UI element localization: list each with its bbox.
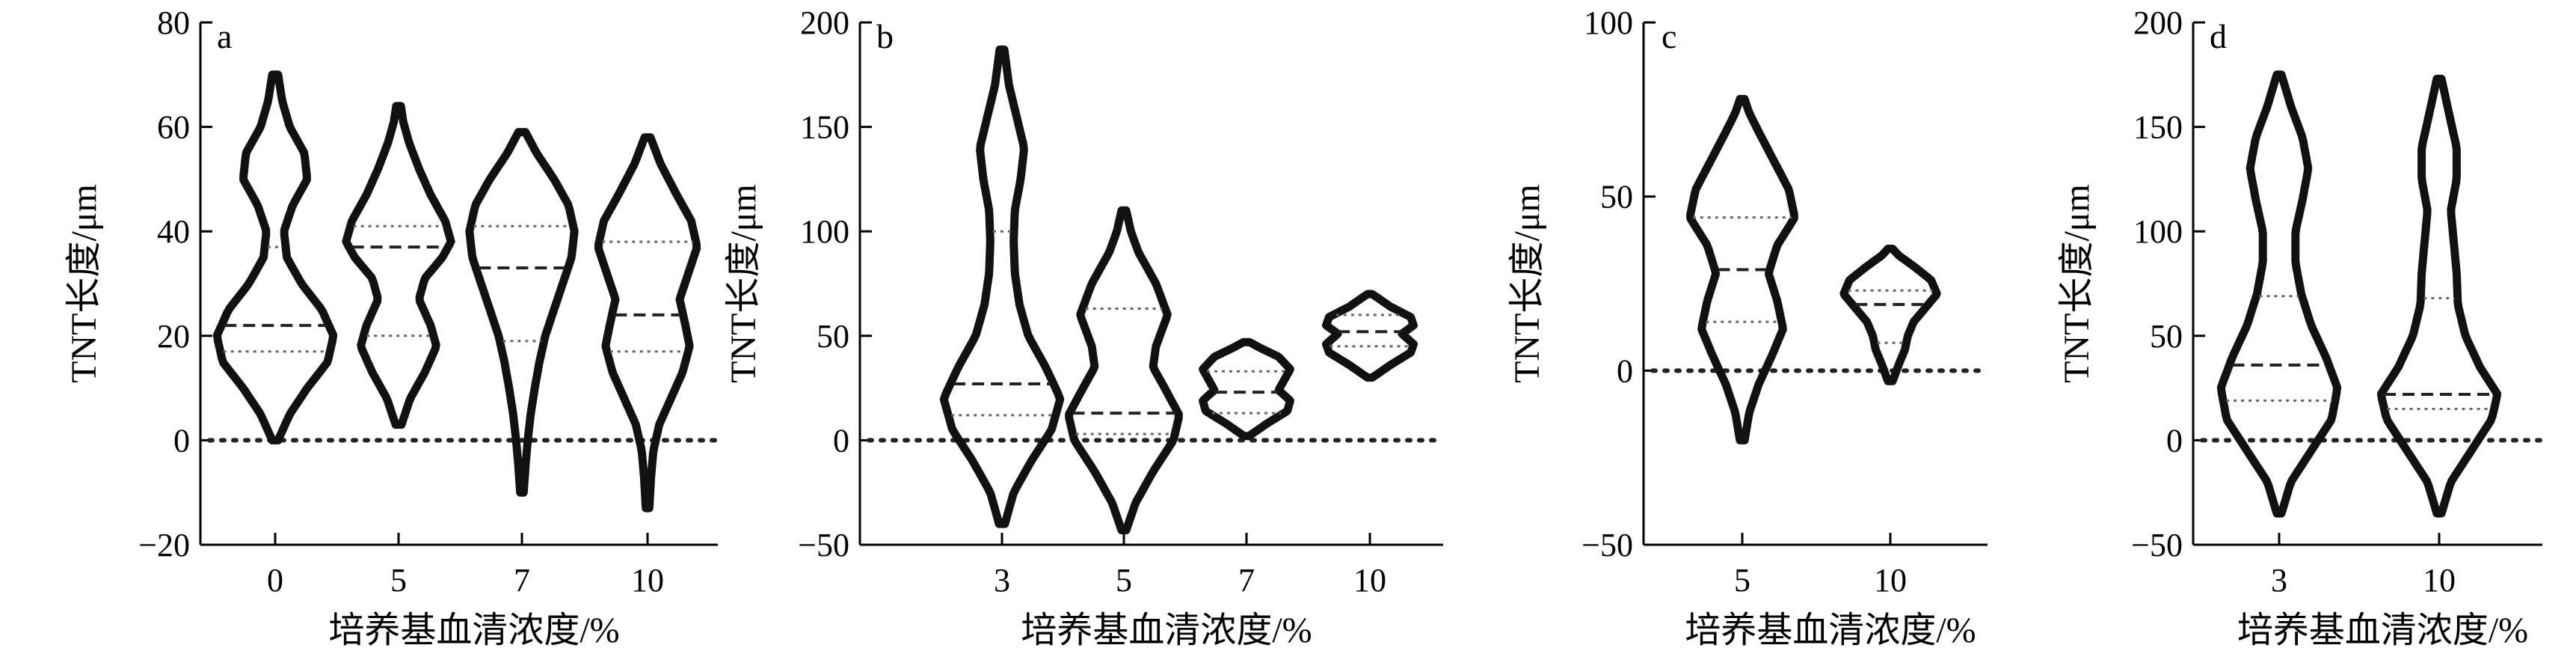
y-tick-label: 100: [800, 213, 849, 250]
x-tick-label: 10: [2423, 562, 2456, 599]
x-tick-label: 10: [631, 562, 664, 599]
x-tick-label: 10: [1353, 562, 1386, 599]
y-tick-label: 200: [2133, 4, 2183, 41]
violin-3: [939, 45, 1065, 528]
x-tick-label: 7: [1238, 562, 1255, 599]
x-tick-label: 5: [390, 562, 407, 599]
violin-5: [1686, 94, 1798, 444]
y-axis-title: TNT长度/μm: [64, 184, 104, 383]
y-tick-label: 20: [157, 318, 190, 355]
y-tick-label: 150: [2133, 109, 2183, 146]
x-axis-title: 培养基血清浓度/%: [2237, 611, 2528, 650]
y-tick-label: −50: [1581, 527, 1633, 563]
x-tick-label: 10: [1874, 562, 1907, 599]
violin-10: [2376, 74, 2502, 518]
violin-7: [465, 128, 579, 497]
x-tick-label: 7: [514, 562, 530, 599]
y-tick-label: 50: [2150, 318, 2183, 355]
x-axis-title: 培养基血清浓度/%: [328, 611, 619, 650]
y-tick-label: 0: [1617, 352, 1633, 389]
x-tick-label: 3: [2271, 562, 2287, 599]
y-tick-label: −20: [138, 527, 190, 563]
y-tick-label: 150: [800, 109, 849, 146]
panel-a: 80 60 40 20 0 −20 0 5 7 10 a TNT长度/μm 培养基血清浓度/%: [64, 4, 720, 650]
x-tick-label: 3: [994, 562, 1010, 599]
y-tick-label: 0: [833, 422, 849, 459]
violin-10: [594, 133, 701, 513]
violin-7: [1199, 337, 1294, 441]
x-tick-label: 0: [267, 562, 283, 599]
panel-letter: c: [1662, 17, 1676, 55]
y-axis-title: TNT长度/μm: [724, 184, 763, 383]
y-tick-label: 50: [817, 318, 849, 355]
y-tick-label: −50: [798, 527, 849, 563]
violin-5: [342, 102, 455, 429]
y-tick-label: 200: [800, 4, 849, 41]
x-tick-label: 5: [1116, 562, 1132, 599]
panel-b: 200 150 100 50 0 −50 3 5 7 10 b TNT长度/μm 培养基血清浓度/%: [724, 4, 1445, 650]
y-tick-label: 0: [2166, 422, 2183, 459]
x-tick-label: 5: [1734, 562, 1750, 599]
y-tick-label: 80: [157, 4, 190, 41]
violin-0: [212, 70, 338, 444]
y-tick-label: 50: [1600, 179, 1633, 216]
violin-3: [2216, 70, 2342, 518]
violin-5: [1065, 206, 1183, 534]
panel-d: 200 150 100 50 0 −50 3 10 d TNT长度/μm 培养基血清浓度/%: [2057, 4, 2545, 650]
y-tick-label: 100: [1584, 4, 1633, 41]
panel-c: 100 50 0 −50 5 10 c TNT长度/μm 培养基血清浓度/%: [1507, 4, 1990, 650]
violin-10: [1322, 290, 1418, 382]
y-tick-label: 40: [157, 213, 190, 250]
panel-letter: a: [217, 17, 232, 55]
y-tick-label: 60: [157, 109, 190, 146]
panel-letter: b: [876, 17, 894, 55]
panel-letter: d: [2210, 17, 2227, 55]
y-tick-label: −50: [2131, 527, 2183, 563]
y-axis-title: TNT长度/μm: [1507, 184, 1547, 383]
x-axis-title: 培养基血清浓度/%: [1021, 611, 1312, 650]
violin-10: [1839, 245, 1941, 385]
y-axis-title: TNT长度/μm: [2057, 184, 2097, 383]
x-axis-title: 培养基血清浓度/%: [1685, 611, 1976, 650]
y-tick-label: 100: [2133, 213, 2183, 250]
y-tick-label: 0: [173, 422, 190, 459]
